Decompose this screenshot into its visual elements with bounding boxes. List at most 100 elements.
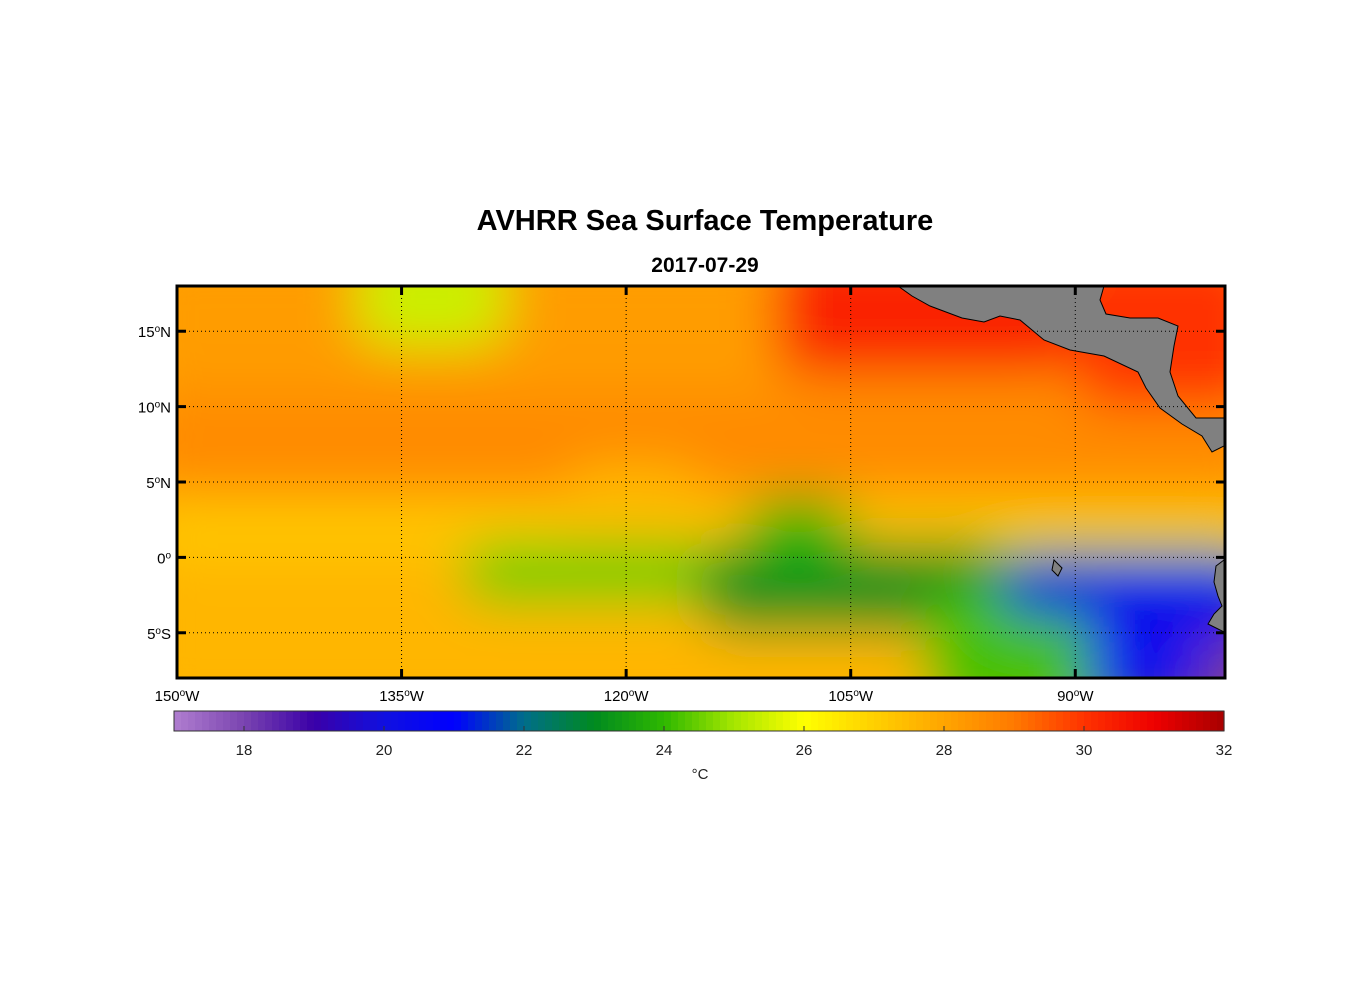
south-america-land (1207, 559, 1225, 633)
colorbar-step (328, 711, 336, 731)
colorbar-step (657, 711, 665, 731)
sst-field (177, 286, 1225, 678)
colorbar-step (251, 711, 259, 731)
colorbar-step (1049, 711, 1057, 731)
colorbar-step (1070, 711, 1078, 731)
colorbar-step (636, 711, 644, 731)
colorbar-step (811, 711, 819, 731)
colorbar-step (622, 711, 630, 731)
colorbar-step (1203, 711, 1211, 731)
colorbar-step (356, 711, 364, 731)
lon-label: 135oW (379, 688, 425, 706)
colorbar-step (776, 711, 784, 731)
colorbar-step (517, 711, 525, 731)
galapagos-islands (1051, 558, 1063, 577)
colorbar-step (1014, 711, 1022, 731)
colorbar-step (482, 711, 490, 731)
sst-smoothed (177, 286, 1225, 678)
colorbar-step (1140, 711, 1148, 731)
colorbar-step (559, 711, 567, 731)
colorbar-step (405, 711, 413, 731)
central-america-land (897, 286, 1225, 453)
sst-cell (566, 466, 701, 558)
colorbar-step (727, 711, 735, 731)
sst-cell (1090, 572, 1225, 678)
colorbar-step (209, 711, 217, 731)
colorbar-step (244, 711, 252, 731)
colorbar-step (972, 711, 980, 731)
colorbar-step (1147, 711, 1155, 731)
colorbar-step (412, 711, 420, 731)
sst-cell (701, 542, 1001, 633)
colorbar-step (531, 711, 539, 731)
colorbar-tick-label: 28 (936, 742, 953, 759)
colorbar-step (286, 711, 294, 731)
colorbar-step (1189, 711, 1197, 731)
colorbar-step (230, 711, 238, 731)
colorbar-step (650, 711, 658, 731)
colorbar-step (1084, 711, 1092, 731)
sst-cell (177, 391, 1225, 498)
latitude-labels: 15oN 10oN 5oN 0o 5oS (138, 324, 172, 643)
map-ticks (175, 286, 1225, 678)
colorbar-step (888, 711, 896, 731)
colorbar-step (272, 711, 280, 731)
colorbar-step (664, 711, 672, 731)
colorbar-step (1105, 711, 1113, 731)
colorbar-step (909, 711, 917, 731)
figure-date: 2017-07-29 (651, 254, 759, 277)
colorbar-step (762, 711, 770, 731)
colorbar-step (300, 711, 308, 731)
colorbar-tick-label: 20 (376, 742, 393, 759)
colorbar-step (342, 711, 350, 731)
colorbar-step (468, 711, 476, 731)
colorbar-step (720, 711, 728, 731)
colorbar-step (538, 711, 546, 731)
colorbar-tick-label: 26 (796, 742, 813, 759)
colorbar-step (734, 711, 742, 731)
colorbar-step (1119, 711, 1127, 731)
colorbar-tick-label: 30 (1076, 742, 1093, 759)
colorbar-step (965, 711, 973, 731)
colorbar-step (447, 711, 455, 731)
colorbar-step (706, 711, 714, 731)
colorbar-step (475, 711, 483, 731)
colorbar-step (748, 711, 756, 731)
colorbar-step (265, 711, 273, 731)
colorbar-step (1133, 711, 1141, 731)
colorbar-step (580, 711, 588, 731)
colorbar-tick-label: 18 (236, 742, 253, 759)
colorbar-step (979, 711, 987, 731)
longitude-labels: 150oW 135oW 120oW 105oW 90oW (155, 688, 1095, 706)
colorbar-step (440, 711, 448, 731)
lat-label: 5oS (147, 625, 171, 643)
colorbar-step (790, 711, 798, 731)
colorbar-step (398, 711, 406, 731)
colorbar-step (370, 711, 378, 731)
colorbar-step (713, 711, 721, 731)
sst-cell (745, 497, 851, 558)
colorbar-step (755, 711, 763, 731)
colorbar-step (552, 711, 560, 731)
colorbar-step (1021, 711, 1029, 731)
colorbar-step (1056, 711, 1064, 731)
colorbar-step (902, 711, 910, 731)
colorbar-step (1035, 711, 1043, 731)
land-masses (897, 286, 1225, 633)
colorbar-step (1175, 711, 1183, 731)
colorbar-step (433, 711, 441, 731)
colorbar-tick-label: 24 (656, 742, 673, 759)
colorbar-step (1028, 711, 1036, 731)
colorbar-step (993, 711, 1001, 731)
colorbar-step (846, 711, 854, 731)
colorbar-step (895, 711, 903, 731)
colorbar-step (321, 711, 329, 731)
lat-label: 10oN (138, 399, 171, 417)
colorbar-step (643, 711, 651, 731)
colorbar-step (524, 711, 532, 731)
colorbar-step (335, 711, 343, 731)
colorbar-step (1217, 711, 1225, 731)
colorbar-step (608, 711, 616, 731)
colorbar-tick-labels: 18 20 22 24 26 28 30 32 (236, 742, 1233, 759)
